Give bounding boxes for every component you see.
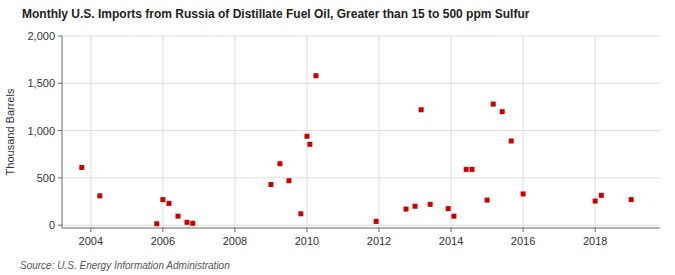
grid-line [306, 36, 307, 228]
grid-line [62, 177, 660, 178]
tick-label: 0 [49, 219, 55, 231]
point [286, 178, 291, 183]
tick-label: 2018 [583, 235, 607, 247]
point [374, 219, 379, 224]
point [419, 107, 424, 112]
point [277, 161, 282, 166]
tick-mark [58, 83, 62, 84]
point [313, 73, 318, 78]
point [268, 182, 273, 187]
point [469, 167, 474, 172]
tick-mark [234, 228, 235, 232]
tick-mark [58, 36, 62, 37]
tick-label: 2016 [511, 235, 535, 247]
point [166, 201, 171, 206]
point [185, 220, 190, 225]
point [190, 221, 195, 226]
grid-line [523, 36, 524, 228]
tick-label: 500 [37, 172, 55, 184]
point [428, 202, 433, 207]
grid [62, 36, 660, 228]
point [464, 167, 469, 172]
point [304, 134, 309, 139]
tick-label: 2010 [295, 235, 319, 247]
grid-line [62, 36, 660, 37]
tick-mark [58, 130, 62, 131]
tick-mark [90, 228, 91, 232]
point [160, 197, 165, 202]
grid-line [62, 225, 660, 226]
x-axis-line [62, 228, 660, 229]
point [154, 221, 159, 226]
source-note: Source: U.S. Energy Information Administ… [20, 260, 230, 271]
point [521, 191, 526, 196]
tick-mark [451, 228, 452, 232]
tick-mark [162, 228, 163, 232]
point [307, 142, 312, 147]
tick-mark [58, 225, 62, 226]
y-axis-line [62, 36, 63, 228]
point [97, 193, 102, 198]
y-axis-label: Thousand Barrels [4, 88, 16, 175]
point [485, 198, 490, 203]
point [413, 204, 418, 209]
point [175, 214, 180, 219]
point [629, 197, 634, 202]
point [500, 109, 505, 114]
point [298, 211, 303, 216]
point [491, 102, 496, 107]
grid-line [90, 36, 91, 228]
grid-line [234, 36, 235, 228]
tick-mark [306, 228, 307, 232]
tick-label: 1,500 [27, 77, 55, 89]
point [599, 193, 604, 198]
tick-label: 2004 [79, 235, 103, 247]
grid-line [62, 83, 660, 84]
grid-line [451, 36, 452, 228]
point [404, 207, 409, 212]
point [79, 165, 84, 170]
tick-mark [523, 228, 524, 232]
tick-label: 2014 [439, 235, 463, 247]
point [593, 199, 598, 204]
title: Monthly U.S. Imports from Russia of Dist… [22, 7, 530, 21]
chart: Monthly U.S. Imports from Russia of Dist… [0, 0, 675, 275]
point [446, 206, 451, 211]
tick-label: 2,000 [27, 30, 55, 42]
tick-mark [58, 177, 62, 178]
tick-label: 2006 [151, 235, 175, 247]
points [79, 73, 633, 226]
tick-mark [379, 228, 380, 232]
tick-label: 2012 [367, 235, 391, 247]
grid-line [379, 36, 380, 228]
tick-label: 1,000 [27, 125, 55, 137]
grid-line [62, 130, 660, 131]
tick-label: 2008 [223, 235, 247, 247]
tick-mark [595, 228, 596, 232]
point [509, 138, 514, 143]
point [451, 214, 456, 219]
